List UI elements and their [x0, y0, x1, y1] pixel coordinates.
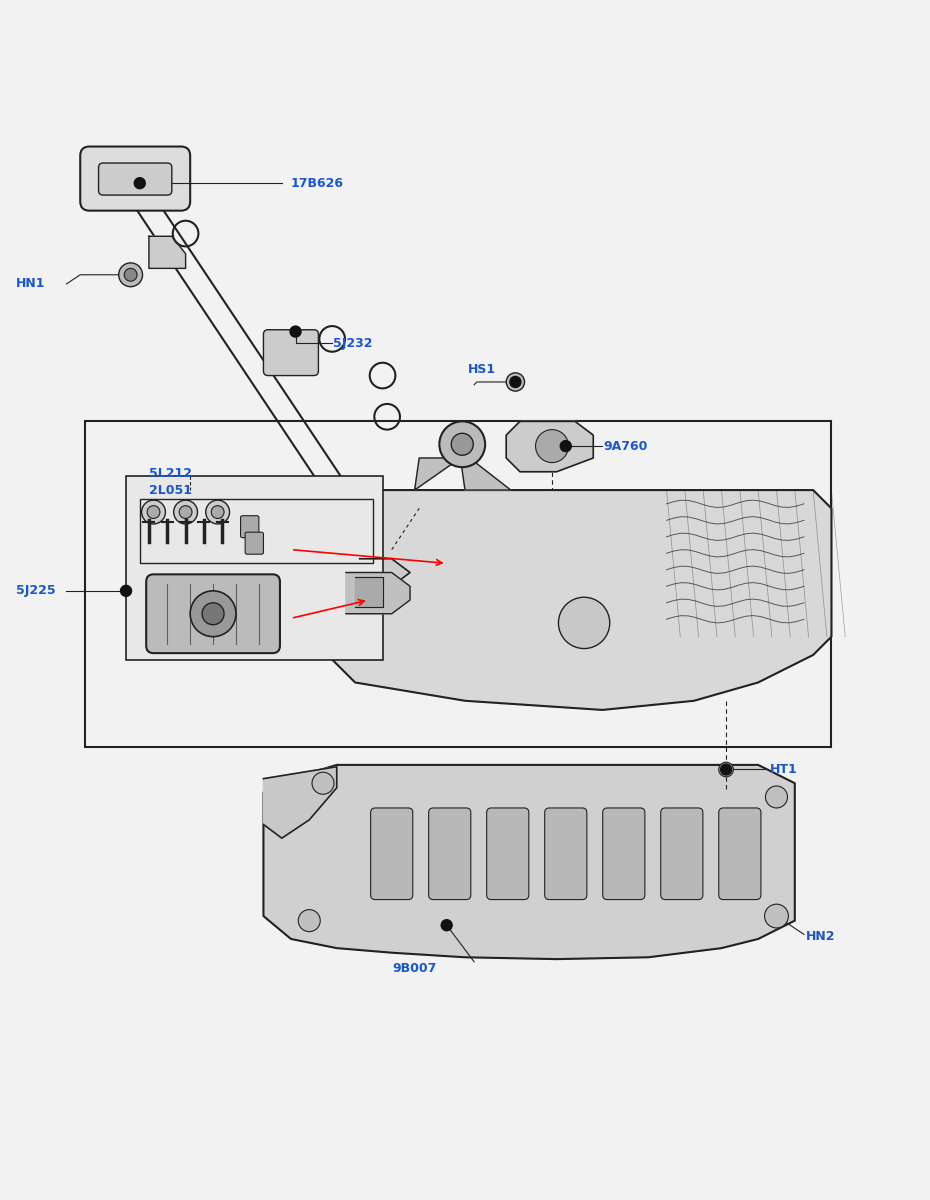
Circle shape [765, 786, 788, 808]
FancyBboxPatch shape [146, 575, 280, 653]
Circle shape [290, 326, 301, 337]
Circle shape [441, 919, 452, 931]
Circle shape [134, 178, 145, 188]
FancyBboxPatch shape [719, 808, 761, 900]
Polygon shape [415, 444, 511, 490]
Bar [126, 476, 382, 660]
Circle shape [206, 500, 230, 524]
Text: 2L051: 2L051 [149, 484, 192, 497]
Polygon shape [346, 572, 410, 613]
FancyBboxPatch shape [241, 516, 259, 538]
Bar [85, 421, 831, 746]
Text: HS1: HS1 [468, 362, 496, 376]
Text: 5J225: 5J225 [16, 584, 56, 598]
Circle shape [764, 904, 789, 928]
FancyBboxPatch shape [371, 808, 413, 900]
Circle shape [439, 421, 485, 467]
FancyBboxPatch shape [80, 146, 190, 211]
Text: HT1: HT1 [770, 763, 798, 776]
FancyBboxPatch shape [486, 808, 529, 900]
Circle shape [451, 433, 473, 455]
Polygon shape [263, 764, 795, 959]
Text: a u t o c a r: a u t o c a r [393, 606, 537, 630]
Circle shape [174, 500, 197, 524]
Circle shape [299, 910, 320, 931]
Text: 5L212: 5L212 [149, 467, 192, 480]
FancyBboxPatch shape [263, 330, 318, 376]
Circle shape [179, 505, 192, 518]
Text: HN2: HN2 [805, 930, 835, 943]
Polygon shape [355, 577, 382, 607]
Circle shape [211, 505, 224, 518]
Polygon shape [263, 767, 337, 838]
Polygon shape [327, 490, 831, 710]
Bar [140, 499, 373, 563]
Text: 5J232: 5J232 [333, 337, 373, 350]
Circle shape [558, 598, 610, 648]
Circle shape [141, 500, 166, 524]
Circle shape [560, 440, 571, 451]
Circle shape [126, 269, 136, 281]
Text: 9A760: 9A760 [604, 439, 647, 452]
Circle shape [771, 911, 782, 922]
Circle shape [536, 430, 568, 462]
Circle shape [765, 905, 788, 928]
Circle shape [721, 764, 732, 775]
Polygon shape [506, 421, 593, 472]
FancyBboxPatch shape [660, 808, 703, 900]
FancyBboxPatch shape [603, 808, 644, 900]
FancyBboxPatch shape [99, 163, 172, 196]
FancyBboxPatch shape [545, 808, 587, 900]
Circle shape [510, 377, 521, 388]
FancyBboxPatch shape [246, 533, 263, 554]
Circle shape [121, 586, 131, 596]
Text: scOderia: scOderia [300, 530, 630, 596]
Text: 9B007: 9B007 [392, 961, 437, 974]
Circle shape [190, 590, 236, 637]
Text: HN1: HN1 [16, 277, 46, 290]
Polygon shape [360, 559, 410, 587]
Circle shape [119, 263, 142, 287]
Circle shape [147, 505, 160, 518]
Circle shape [125, 269, 137, 281]
Text: 17B626: 17B626 [291, 176, 344, 190]
Circle shape [202, 602, 224, 625]
Circle shape [312, 773, 334, 794]
Polygon shape [149, 236, 186, 269]
FancyBboxPatch shape [429, 808, 471, 900]
Circle shape [506, 373, 525, 391]
Circle shape [719, 762, 734, 776]
